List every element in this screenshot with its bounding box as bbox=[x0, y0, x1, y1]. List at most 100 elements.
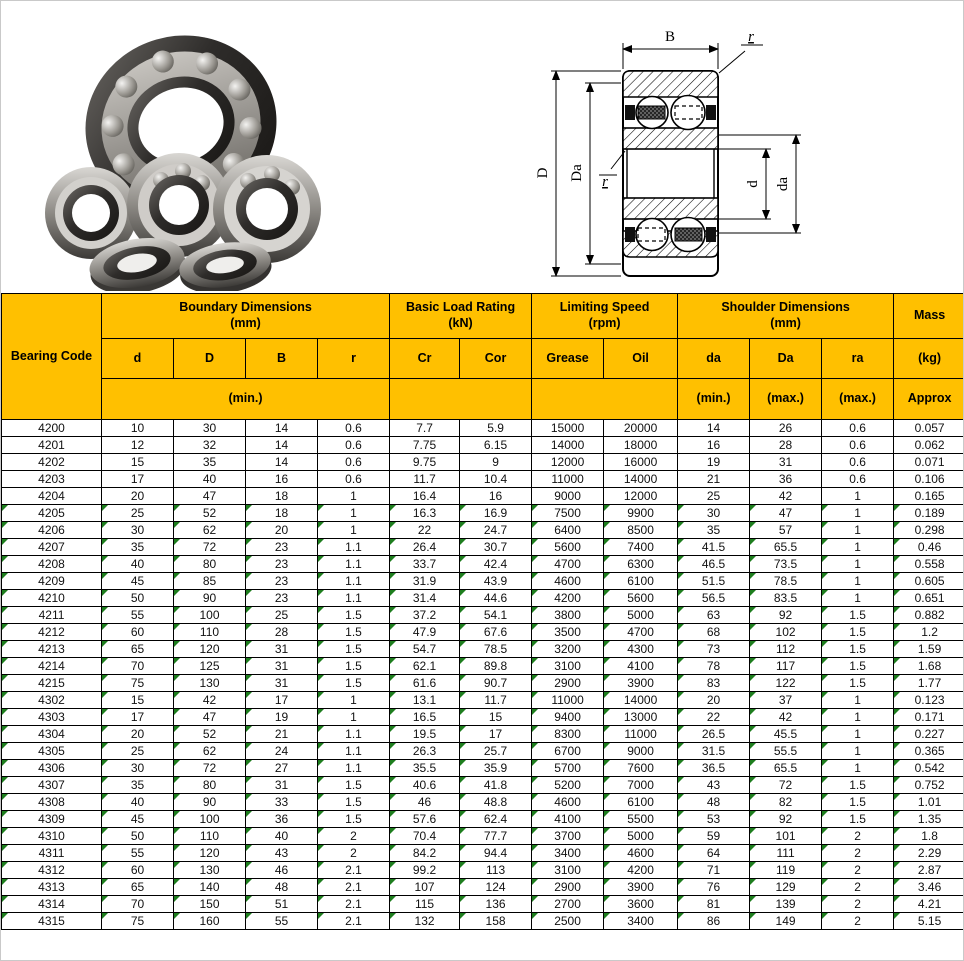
value-cell: 54.1 bbox=[459, 606, 533, 624]
table-row: 4311 55 120 43 2 84.2 94.4 3400 4600 64 111 2 2.29 bbox=[1, 844, 963, 862]
table-body: 4200 10 30 14 0.6 7.7 5.9 15000 20000 14 26 0.6 0.05… bbox=[1, 419, 963, 930]
value-cell: 1 bbox=[821, 589, 895, 607]
label-Da: Da bbox=[569, 164, 585, 182]
value-cell: 26 bbox=[749, 419, 823, 437]
value-cell: 48 bbox=[245, 878, 318, 896]
value-cell: 17 bbox=[101, 470, 174, 488]
value-cell: 37.2 bbox=[389, 606, 461, 624]
table-row: 4313 65 140 48 2.1 107 124 2900 3900 76 129 2 3.46 bbox=[1, 878, 963, 896]
value-cell: 1 bbox=[821, 708, 895, 726]
group-title: Boundary Dimensions bbox=[179, 300, 312, 315]
large-bearing bbox=[85, 35, 277, 215]
value-cell: 5600 bbox=[531, 538, 605, 556]
table-row: 4212 60 110 28 1.5 47.9 67.6 3500 4700 68 102 1.5 1.… bbox=[1, 623, 963, 641]
value-cell: 20 bbox=[245, 521, 318, 539]
value-cell: 1.77 bbox=[893, 674, 963, 692]
value-cell: 23 bbox=[245, 538, 318, 556]
value-cell: 0.6 bbox=[316, 470, 391, 488]
value-cell: 14000 bbox=[603, 470, 679, 488]
value-cell: 85 bbox=[173, 572, 246, 590]
value-cell: 2 bbox=[821, 895, 895, 913]
value-cell: 3400 bbox=[603, 912, 679, 930]
value-cell: 3600 bbox=[603, 895, 679, 913]
value-cell: 45 bbox=[101, 810, 174, 828]
value-cell: 28 bbox=[245, 623, 318, 641]
value-cell: 31.9 bbox=[389, 572, 461, 590]
table-row: 4302 15 42 17 1 13.1 11.7 11000 14000 20 37 1 0.123 bbox=[1, 691, 963, 709]
table-row: 4206 30 62 20 1 22 24.7 6400 8500 35 57 1 0.298 bbox=[1, 521, 963, 539]
value-cell: 47 bbox=[173, 708, 246, 726]
value-cell: 2900 bbox=[531, 878, 605, 896]
bearing-diagram: B r D Da r d da bbox=[523, 23, 853, 291]
value-cell: 0.558 bbox=[893, 555, 963, 573]
group-unit: (rpm) bbox=[588, 316, 621, 330]
value-cell: 75 bbox=[101, 674, 174, 692]
value-cell: 3100 bbox=[531, 861, 605, 879]
value-cell: 12 bbox=[101, 436, 174, 454]
value-cell: 129 bbox=[749, 878, 823, 896]
value-cell: 0.6 bbox=[821, 436, 895, 454]
table-row: 4210 50 90 23 1.1 31.4 44.6 4200 5600 56.5 83.5 1 0.… bbox=[1, 589, 963, 607]
header-bearing-code: Bearing Code bbox=[1, 293, 102, 420]
value-cell: 15 bbox=[459, 708, 533, 726]
value-cell: 45.5 bbox=[749, 725, 823, 743]
value-cell: 35.9 bbox=[459, 759, 533, 777]
value-cell: 42.4 bbox=[459, 555, 533, 573]
value-cell: 1.5 bbox=[821, 810, 895, 828]
value-cell: 46 bbox=[389, 793, 461, 811]
value-cell: 83 bbox=[677, 674, 751, 692]
value-cell: 0.46 bbox=[893, 538, 963, 556]
value-cell: 62 bbox=[173, 521, 246, 539]
bearing-code-cell: 4314 bbox=[1, 895, 102, 913]
value-cell: 15000 bbox=[531, 419, 605, 437]
value-cell: 1.1 bbox=[316, 742, 391, 760]
value-cell: 14 bbox=[245, 453, 318, 471]
value-cell: 1.8 bbox=[893, 827, 963, 845]
header-group-mass: Mass bbox=[893, 293, 963, 339]
value-cell: 111 bbox=[749, 844, 823, 862]
value-cell: 82 bbox=[749, 793, 823, 811]
bearing-code-cell: 4209 bbox=[1, 572, 102, 590]
value-cell: 86 bbox=[677, 912, 751, 930]
value-cell: 51 bbox=[245, 895, 318, 913]
value-cell: 0.071 bbox=[893, 453, 963, 471]
value-cell: 45 bbox=[101, 572, 174, 590]
value-cell: 2.1 bbox=[316, 861, 391, 879]
table-row: 4209 45 85 23 1.1 31.9 43.9 4600 6100 51.5 78.5 1 0.… bbox=[1, 572, 963, 590]
value-cell: 2 bbox=[316, 844, 391, 862]
header-col-oil: Oil bbox=[603, 338, 679, 379]
value-cell: 2 bbox=[821, 827, 895, 845]
value-cell: 63 bbox=[677, 606, 751, 624]
value-cell: 46 bbox=[245, 861, 318, 879]
value-cell: 17 bbox=[101, 708, 174, 726]
bearing-code-cell: 4315 bbox=[1, 912, 102, 930]
value-cell: 11000 bbox=[603, 725, 679, 743]
value-cell: 80 bbox=[173, 776, 246, 794]
value-cell: 5.9 bbox=[459, 419, 533, 437]
value-cell: 18000 bbox=[603, 436, 679, 454]
value-cell: 1 bbox=[821, 691, 895, 709]
value-cell: 31 bbox=[245, 657, 318, 675]
value-cell: 3800 bbox=[531, 606, 605, 624]
bearing-code-cell: 4212 bbox=[1, 623, 102, 641]
value-cell: 40 bbox=[101, 793, 174, 811]
table-row: 4308 40 90 33 1.5 46 48.8 4600 6100 48 82 1.5 1.01 bbox=[1, 793, 963, 811]
table-row: 4314 70 150 51 2.1 115 136 2700 3600 81 139 2 4.21 bbox=[1, 895, 963, 913]
value-cell: 1.5 bbox=[821, 640, 895, 658]
value-cell: 60 bbox=[101, 861, 174, 879]
value-cell: 71 bbox=[677, 861, 751, 879]
value-cell: 14000 bbox=[531, 436, 605, 454]
value-cell: 0.171 bbox=[893, 708, 963, 726]
value-cell: 31 bbox=[245, 674, 318, 692]
subheader-ra-max: (max.) bbox=[821, 378, 895, 420]
value-cell: 0.651 bbox=[893, 589, 963, 607]
value-cell: 1.5 bbox=[821, 793, 895, 811]
value-cell: 64 bbox=[677, 844, 751, 862]
value-cell: 149 bbox=[749, 912, 823, 930]
value-cell: 1 bbox=[821, 504, 895, 522]
value-cell: 42 bbox=[749, 708, 823, 726]
value-cell: 9400 bbox=[531, 708, 605, 726]
value-cell: 3500 bbox=[531, 623, 605, 641]
value-cell: 110 bbox=[173, 827, 246, 845]
value-cell: 31 bbox=[749, 453, 823, 471]
